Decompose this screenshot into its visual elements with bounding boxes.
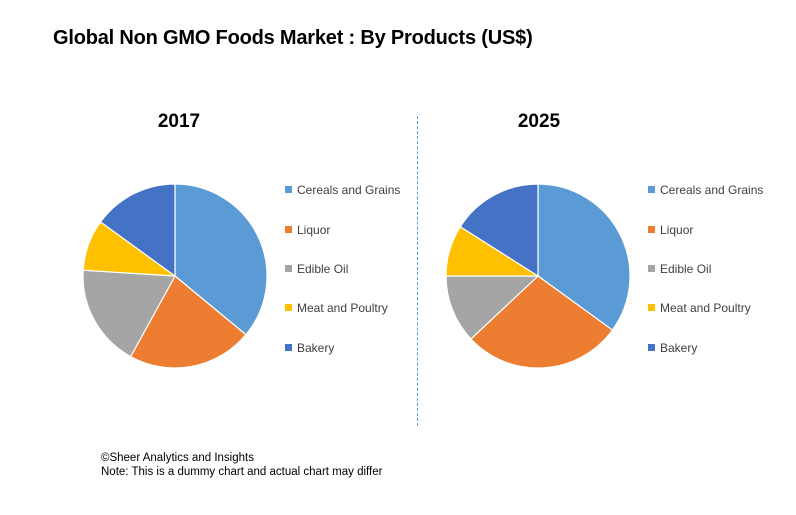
legend-swatch [285, 226, 292, 233]
pie-slice-2017-bakery [99, 183, 176, 278]
footer: ©Sheer Analytics and Insights Note: This… [101, 451, 382, 479]
pie-chart-2017 [82, 183, 268, 369]
pie-slice-2025-liquor [470, 275, 614, 369]
legend-label: Bakery [660, 341, 698, 355]
pie-slice-2025-cereals-and-grains [537, 183, 631, 331]
pie-slice-2017-cereals-and-grains [174, 183, 268, 336]
legend-swatch [285, 304, 292, 311]
copyright-text: ©Sheer Analytics and Insights [101, 452, 254, 464]
legend-label: Meat and Poultry [297, 301, 388, 315]
legend-label: Liquor [660, 223, 694, 237]
legend-label: Edible Oil [660, 262, 712, 276]
pie-slice-2017-edible-oil [82, 269, 176, 358]
pie-chart-2025 [445, 183, 631, 369]
legend-2017: Cereals and Grains Liquor Edible Oil Meat a… [285, 182, 405, 362]
pie-title-2025: 2025 [517, 111, 561, 132]
legend-label: Bakery [297, 341, 335, 355]
pie-slice-2017-liquor [129, 275, 247, 369]
legend-swatch [648, 226, 655, 233]
legend-swatch [285, 344, 292, 351]
legend-label: Edible Oil [297, 262, 349, 276]
legend-swatch [648, 304, 655, 311]
legend-swatch [648, 186, 655, 193]
legend-swatch [648, 265, 655, 272]
chart-title: Global Non GMO Foods Market : By Product… [53, 27, 533, 49]
legend-swatch [285, 265, 292, 272]
pie-title-2017: 2017 [157, 111, 201, 132]
note-text: Note: This is a dummy chart and actual c… [101, 466, 383, 478]
legend-label: Meat and Poultry [660, 301, 751, 315]
legend-label: Cereals and Grains [660, 183, 764, 197]
legend-2025: Cereals and Grains Liquor Edible Oil Meat a… [648, 182, 768, 362]
legend-swatch [285, 186, 292, 193]
legend-label: Liquor [297, 223, 331, 237]
legend-swatch [648, 344, 655, 351]
pie-slice-2025-bakery [459, 183, 539, 278]
divider-line [417, 116, 418, 426]
pie-slice-2025-edible-oil [445, 275, 540, 340]
legend-label: Cereals and Grains [297, 183, 401, 197]
